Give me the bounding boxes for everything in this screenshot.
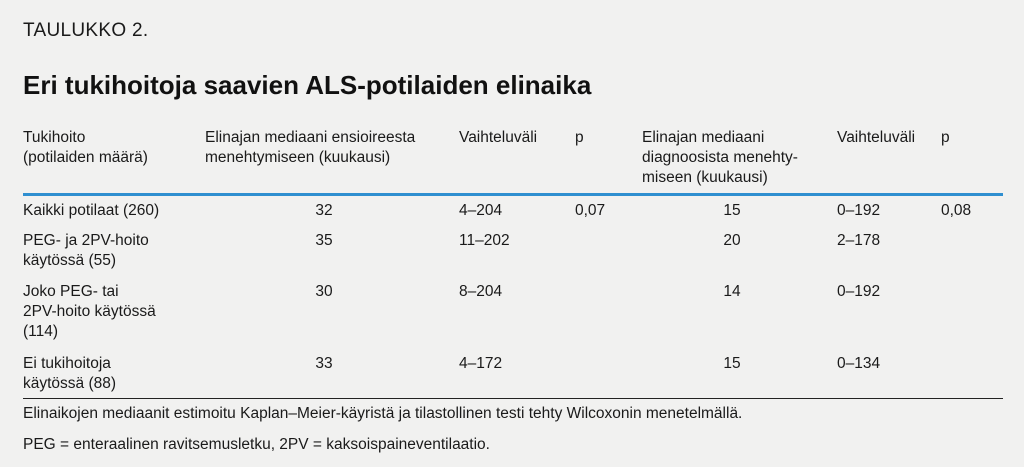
- cell-line: PEG- ja 2PV-hoito: [23, 232, 149, 249]
- cell-line: Joko PEG- tai: [23, 283, 119, 300]
- cell-treatment: Ei tukihoitoja käytössä (88): [23, 354, 116, 394]
- header-line: miseen (kuukausi): [642, 169, 768, 186]
- cell-p-onset: 0,07: [575, 202, 606, 219]
- cell-range-onset: 4–172: [459, 355, 503, 372]
- table-bottom-rule: [23, 398, 1003, 399]
- header-p-diagnosis: p: [941, 128, 950, 148]
- footnote-abbreviations: PEG = enteraalinen ravitsemusletku, 2PV …: [23, 436, 490, 453]
- cell-median-onset: 35: [315, 232, 333, 249]
- cell-line: 2PV-hoito käytössä: [23, 303, 156, 320]
- cell-median-diagnosis: 15: [723, 202, 741, 219]
- footnote-method: Elinaikojen mediaanit estimoitu Kaplan–M…: [23, 405, 743, 422]
- header-median-diagnosis: Elinajan mediaani diagnoosista menehty- …: [642, 128, 798, 188]
- header-line: menehtymiseen (kuukausi): [205, 149, 391, 166]
- cell-line: käytössä (88): [23, 375, 117, 392]
- cell-line: käytössä (55): [23, 252, 117, 269]
- header-p-onset: p: [575, 128, 584, 148]
- cell-range-diagnosis: 0–134: [837, 355, 881, 372]
- cell-range-diagnosis: 2–178: [837, 232, 881, 249]
- header-range-onset: Vaihteluväli: [459, 128, 537, 148]
- cell-median-diagnosis: 14: [723, 283, 741, 300]
- header-line: Vaihteluväli: [459, 129, 538, 146]
- header-line: Elinajan mediaani ensioireesta: [205, 129, 416, 146]
- cell-median-onset: 32: [315, 202, 333, 219]
- header-line: Tukihoito: [23, 129, 86, 146]
- cell-range-onset: 11–202: [459, 232, 510, 249]
- cell-range-onset: 8–204: [459, 283, 503, 300]
- header-line: (potilaiden määrä): [23, 149, 148, 166]
- header-line: p: [575, 129, 584, 146]
- cell-line: (114): [23, 323, 59, 340]
- header-line: p: [941, 129, 950, 146]
- cell-range-diagnosis: 0–192: [837, 202, 881, 219]
- cell-median-diagnosis: 15: [723, 355, 741, 372]
- header-median-onset: Elinajan mediaani ensioireesta menehtymi…: [205, 128, 415, 168]
- cell-treatment: Kaikki potilaat (260): [23, 201, 159, 221]
- header-range-diagnosis: Vaihteluväli: [837, 128, 915, 148]
- header-line: diagnoosista menehty-: [642, 149, 798, 166]
- cell-line: Kaikki potilaat (260): [23, 202, 160, 219]
- header-treatment: Tukihoito (potilaiden määrä): [23, 128, 148, 168]
- cell-p-diagnosis: 0,08: [941, 202, 972, 219]
- table-label: TAULUKKO 2.: [23, 20, 149, 41]
- table-title: Eri tukihoitoja saavien ALS-potilaiden e…: [23, 70, 592, 100]
- cell-median-diagnosis: 20: [723, 232, 741, 249]
- cell-treatment: PEG- ja 2PV-hoito käytössä (55): [23, 231, 149, 271]
- cell-median-onset: 33: [315, 355, 333, 372]
- header-line: Elinajan mediaani: [642, 129, 765, 146]
- cell-median-onset: 30: [315, 283, 333, 300]
- header-line: Vaihteluväli: [837, 129, 916, 146]
- cell-range-onset: 4–204: [459, 202, 503, 219]
- cell-range-diagnosis: 0–192: [837, 283, 881, 300]
- cell-treatment: Joko PEG- tai 2PV-hoito käytössä (114): [23, 282, 156, 342]
- header-divider: [23, 193, 1003, 196]
- cell-line: Ei tukihoitoja: [23, 355, 111, 372]
